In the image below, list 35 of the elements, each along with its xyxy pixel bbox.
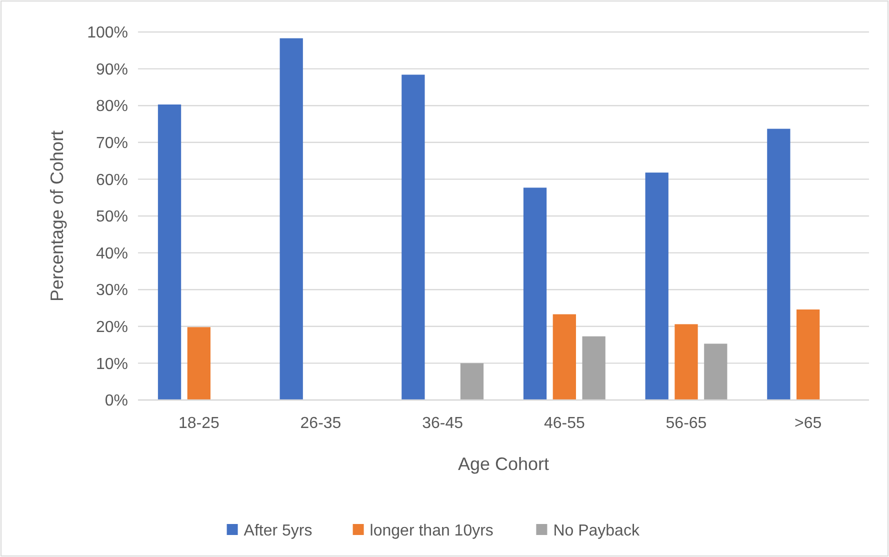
- y-tick-label: 100%: [87, 24, 128, 42]
- bar: [582, 336, 606, 400]
- y-tick-label: 70%: [96, 135, 128, 152]
- y-tick-label: 80%: [96, 98, 128, 116]
- bar: [187, 327, 210, 400]
- legend-label: longer than 10yrs: [370, 522, 494, 540]
- x-tick-label: 56-65: [666, 415, 707, 432]
- y-tick-label: 20%: [96, 319, 128, 336]
- bar: [674, 324, 698, 400]
- x-tick-label: 18-25: [178, 415, 220, 432]
- y-tick-label: 40%: [96, 245, 128, 262]
- x-tick-label: 36-45: [422, 415, 464, 432]
- bar: [552, 314, 576, 400]
- bar: [460, 363, 484, 400]
- x-tick-label: 26-35: [300, 415, 342, 432]
- bar: [523, 188, 547, 400]
- legend-label: No Payback: [553, 522, 640, 540]
- y-tick-label: 90%: [96, 61, 128, 78]
- y-tick-label: 0%: [104, 392, 128, 410]
- y-tick-label: 30%: [96, 282, 128, 300]
- x-tick-label: 46-55: [544, 415, 585, 432]
- bar: [645, 172, 668, 400]
- y-axis-title: Percentage of Cohort: [47, 130, 67, 302]
- bar: [796, 309, 820, 400]
- bar: [280, 38, 303, 400]
- bar: [402, 74, 425, 400]
- bar: [767, 128, 790, 400]
- y-tick-label: 60%: [96, 172, 128, 189]
- y-tick-label: 50%: [96, 208, 128, 226]
- y-tick-label: 10%: [96, 356, 128, 373]
- bar: [158, 104, 182, 400]
- x-tick-label: >65: [794, 415, 822, 432]
- x-axis-title: Age Cohort: [458, 454, 550, 474]
- bar: [704, 344, 728, 400]
- legend-label: After 5yrs: [244, 522, 312, 540]
